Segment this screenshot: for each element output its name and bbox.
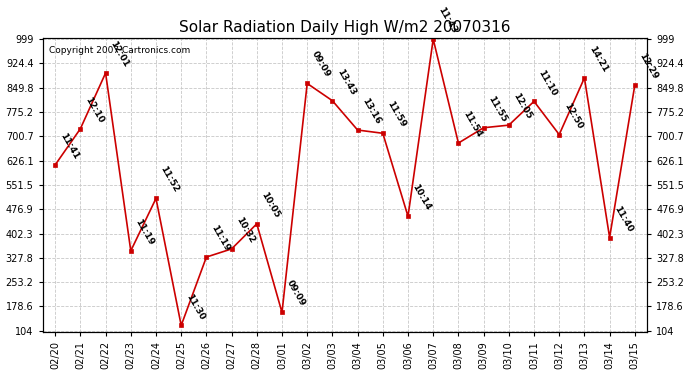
Text: 14:21: 14:21 — [587, 44, 609, 74]
Text: 13:43: 13:43 — [335, 67, 357, 96]
Text: 12:10: 12:10 — [83, 95, 105, 124]
Text: 11:10: 11:10 — [537, 68, 559, 97]
Title: Solar Radiation Daily High W/m2 20070316: Solar Radiation Daily High W/m2 20070316 — [179, 20, 511, 35]
Text: 12:29: 12:29 — [638, 51, 660, 81]
Text: 12:50: 12:50 — [562, 101, 584, 130]
Text: Copyright 2007 Cartronics.com: Copyright 2007 Cartronics.com — [48, 46, 190, 56]
Text: 11:30: 11:30 — [184, 292, 206, 321]
Text: 11:43: 11:43 — [436, 6, 458, 35]
Text: 11:55: 11:55 — [486, 94, 509, 124]
Text: 10:05: 10:05 — [259, 190, 282, 220]
Text: 12:05: 12:05 — [511, 92, 533, 121]
Text: 13:16: 13:16 — [360, 97, 382, 126]
Text: 11:19: 11:19 — [209, 224, 231, 253]
Text: 09:09: 09:09 — [285, 279, 307, 308]
Text: 11:59: 11:59 — [386, 100, 408, 129]
Text: 11:19: 11:19 — [134, 217, 156, 247]
Text: 11:54: 11:54 — [461, 110, 484, 139]
Text: 11:41: 11:41 — [58, 131, 80, 161]
Text: 10:32: 10:32 — [235, 216, 257, 245]
Text: 09:09: 09:09 — [310, 50, 332, 79]
Text: 12:01: 12:01 — [108, 40, 130, 69]
Text: 10:14: 10:14 — [411, 183, 433, 212]
Text: 11:52: 11:52 — [159, 165, 181, 194]
Text: 11:40: 11:40 — [613, 204, 635, 233]
